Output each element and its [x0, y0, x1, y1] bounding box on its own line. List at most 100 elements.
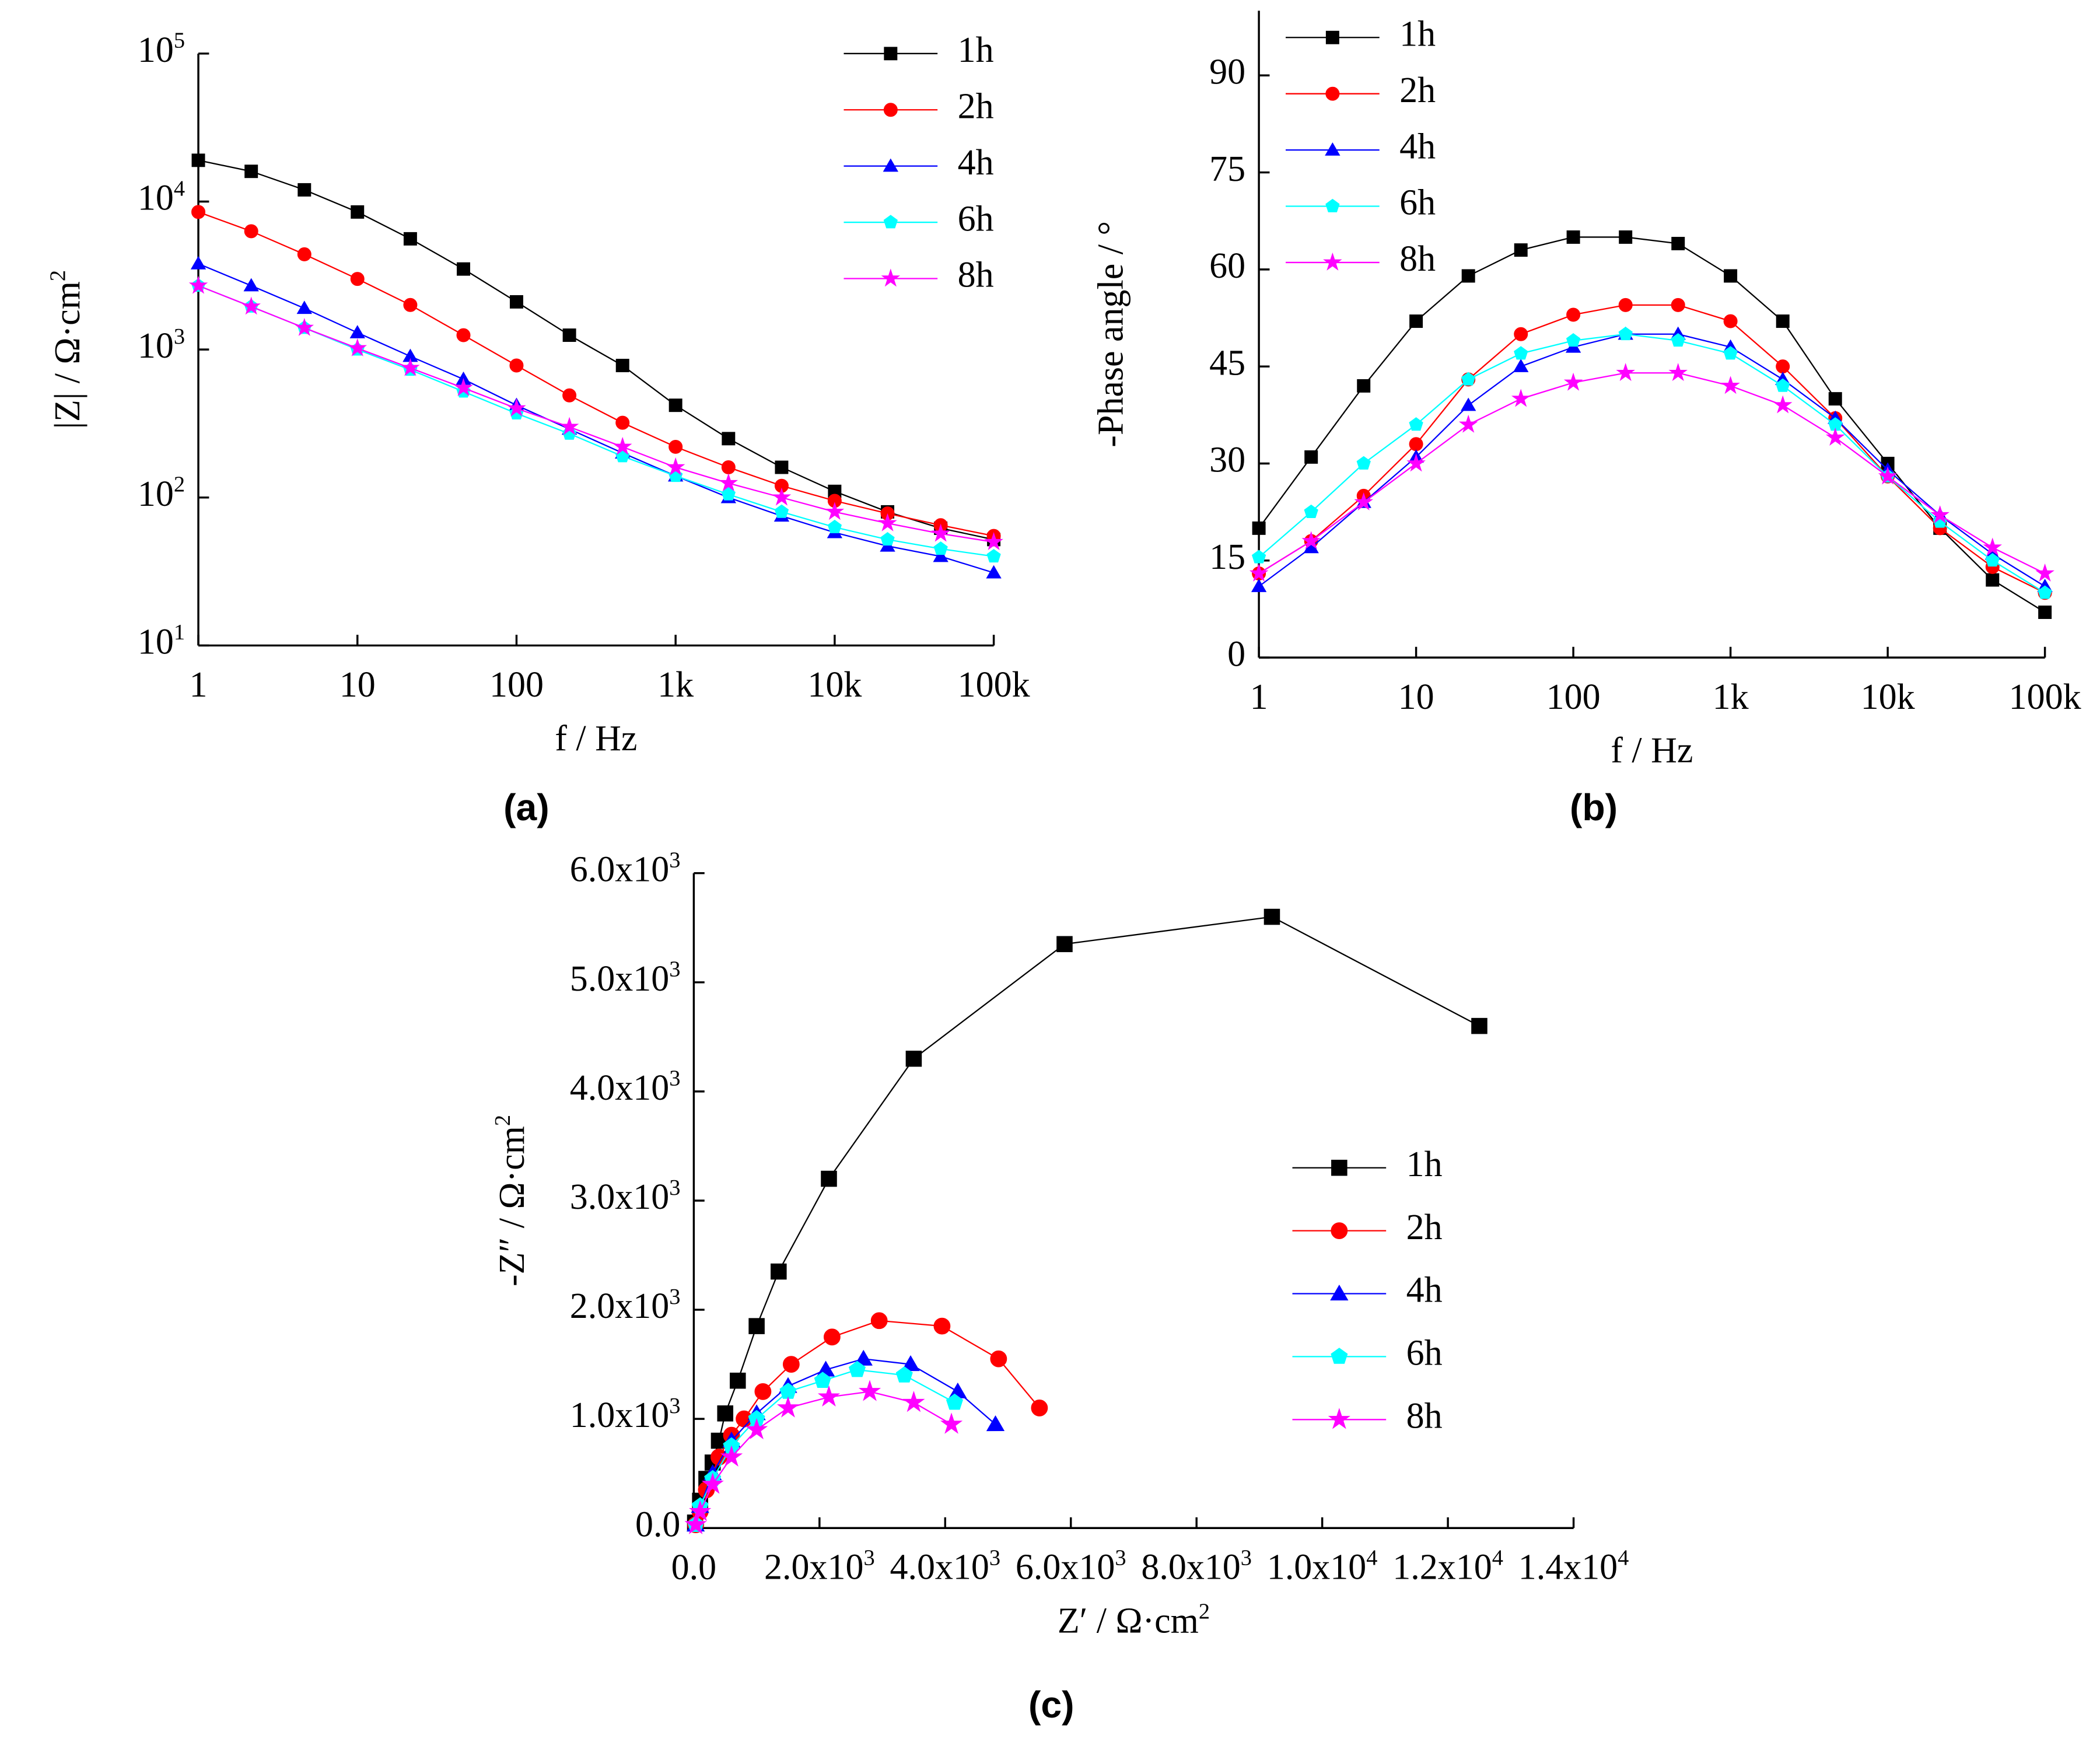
- marker: [1563, 372, 1583, 391]
- marker: [774, 504, 789, 518]
- marker: [456, 328, 471, 342]
- series-line: [198, 285, 994, 557]
- series-line: [1258, 333, 2046, 594]
- marker: [188, 275, 208, 294]
- panel-label: (b): [1570, 786, 1618, 828]
- marker: [1773, 395, 1793, 414]
- marker: [559, 417, 579, 435]
- y-tick-label: 0.0: [635, 1505, 680, 1544]
- legend-label: 4h: [958, 143, 994, 183]
- x-tick-label: 2.0x103: [764, 1545, 875, 1587]
- x-tick-label: 1.0x104: [1267, 1545, 1378, 1587]
- marker: [1251, 579, 1267, 592]
- x-axis-label: Z′ / Ω·cm2: [1058, 1599, 1210, 1641]
- y-tick-label: 102: [138, 472, 185, 514]
- marker: [946, 1393, 964, 1410]
- marker: [1566, 230, 1580, 244]
- marker: [1616, 363, 1635, 382]
- marker: [1511, 389, 1531, 407]
- legend-marker: [1325, 198, 1340, 212]
- marker: [562, 328, 576, 342]
- marker: [990, 1350, 1007, 1367]
- marker: [350, 272, 365, 286]
- marker: [986, 1415, 1005, 1432]
- marker: [1825, 428, 1845, 446]
- marker: [1721, 376, 1740, 394]
- marker: [1461, 269, 1475, 283]
- legend-label: 4h: [1406, 1271, 1443, 1310]
- marker: [772, 487, 792, 506]
- marker: [1251, 550, 1266, 564]
- marker: [349, 325, 365, 338]
- x-tick-label: 100: [1546, 677, 1601, 717]
- marker: [940, 1412, 963, 1434]
- marker: [905, 1050, 922, 1067]
- marker: [403, 232, 417, 246]
- marker: [1513, 359, 1529, 372]
- marker: [296, 300, 312, 314]
- marker: [821, 1170, 837, 1187]
- marker: [1461, 397, 1476, 411]
- series-line: [198, 159, 994, 540]
- marker: [615, 415, 630, 430]
- marker: [1056, 936, 1073, 953]
- marker: [1471, 1017, 1488, 1034]
- marker: [612, 436, 632, 455]
- panel-label: (c): [1028, 1684, 1074, 1726]
- marker: [902, 1390, 925, 1412]
- legend-label: 8h: [1406, 1397, 1443, 1436]
- marker: [244, 165, 258, 179]
- y-tick-label: 103: [138, 324, 185, 366]
- marker: [721, 487, 736, 501]
- marker: [1354, 492, 1374, 510]
- marker: [1514, 327, 1528, 341]
- marker: [775, 460, 789, 474]
- marker: [1304, 450, 1318, 464]
- y-tick-label: 104: [138, 176, 185, 218]
- legend-marker: [1331, 1348, 1348, 1364]
- series-line: [1258, 372, 2046, 575]
- marker: [1671, 333, 1685, 347]
- series-line: [198, 285, 994, 543]
- marker: [1514, 243, 1528, 257]
- x-tick-label: 10: [340, 665, 376, 705]
- marker: [870, 1312, 888, 1330]
- y-axis-label: -Z″ / Ω·cm2: [491, 1115, 533, 1286]
- y-tick-label: 101: [138, 620, 185, 662]
- x-tick-label: 10: [1398, 677, 1434, 717]
- marker: [2038, 585, 2052, 599]
- marker: [1357, 379, 1371, 393]
- legend-label: 2h: [1399, 71, 1436, 110]
- marker: [848, 1360, 866, 1377]
- legend-label: 6h: [958, 199, 994, 239]
- marker: [1461, 372, 1476, 386]
- marker: [684, 1513, 707, 1534]
- x-tick-label: 6.0x103: [1016, 1545, 1126, 1587]
- y-tick-label: 2.0x103: [570, 1285, 681, 1327]
- series-line: [1258, 333, 2046, 587]
- series-line: [198, 211, 994, 537]
- marker: [933, 548, 949, 562]
- marker: [1723, 346, 1738, 360]
- marker: [1304, 504, 1318, 518]
- y-tick-label: 6.0x103: [570, 848, 681, 890]
- x-tick-label: 8.0x103: [1141, 1545, 1252, 1587]
- marker: [1301, 531, 1321, 550]
- y-axis-label: -Phase angle / °: [1091, 221, 1130, 447]
- y-tick-label: 105: [138, 28, 185, 70]
- legend-label: 6h: [1406, 1334, 1443, 1373]
- marker: [666, 457, 685, 475]
- marker: [1618, 326, 1633, 341]
- legend-marker: [1325, 30, 1339, 44]
- marker: [1671, 237, 1685, 250]
- marker: [297, 247, 312, 261]
- legend-marker: [884, 47, 898, 61]
- marker: [854, 1349, 873, 1366]
- marker: [401, 358, 420, 376]
- marker: [986, 548, 1001, 563]
- marker: [814, 1372, 831, 1388]
- marker: [719, 473, 738, 492]
- marker: [1986, 573, 2000, 587]
- marker: [1985, 553, 2000, 567]
